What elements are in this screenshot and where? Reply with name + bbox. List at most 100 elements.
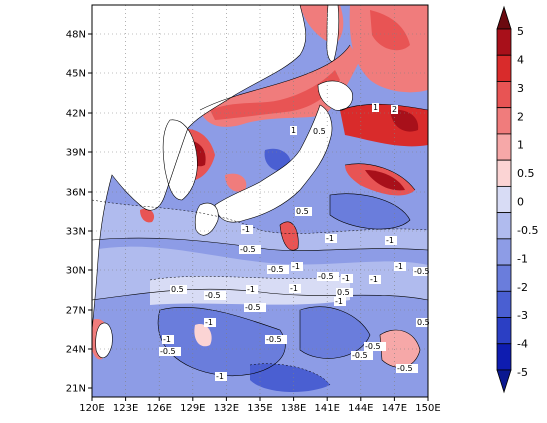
contour-label-bg <box>413 267 435 276</box>
contour-label: 0.5 <box>171 285 184 294</box>
contour-label-bg <box>159 347 181 356</box>
contour-label-bg <box>215 372 227 381</box>
contour-label: 0.5 <box>337 288 350 297</box>
contour-label: 0.5 <box>296 207 309 216</box>
contour-label-group: -1-0.5-1 -1-0.5 -10.5-0.5-1 -1-0.5 -1 -1-1-0.… <box>159 103 435 381</box>
contour-label-bg <box>239 245 261 254</box>
contour-label: -1 <box>242 225 250 234</box>
lat-tick-label: 24N <box>66 345 86 356</box>
contour-label-bg <box>336 288 353 297</box>
contour-label-bg <box>369 275 381 284</box>
contour-label: -1 <box>216 372 224 381</box>
contour-label: -0.5 <box>352 351 368 360</box>
contour-label-bg <box>267 265 289 274</box>
lat-tick-label: 39N <box>66 148 86 159</box>
colorbar-swatch <box>496 54 512 82</box>
contour-label: -0.5 <box>268 265 284 274</box>
contour-label: -0.5 <box>245 303 261 312</box>
colorbar-top-arrow <box>496 5 512 30</box>
colorbar-swatch <box>496 212 512 240</box>
lat-tick-label: 33N <box>66 227 86 238</box>
contour-label: -1 <box>342 274 350 283</box>
longitude-axis: 120E 123E 126E 129E 132E 135E 138E 141E 144E 147E… <box>79 397 441 414</box>
lat-tick-label: 21N <box>66 384 86 395</box>
contour-label: -1 <box>386 236 394 245</box>
contour-label: 0.5 <box>313 127 326 136</box>
colorbar-swatch <box>496 264 512 292</box>
lon-tick-label: 120E <box>79 403 104 414</box>
contour-label: -1 <box>290 284 298 293</box>
contour-label: -1 <box>335 297 343 306</box>
colorbar-swatch <box>496 343 512 371</box>
lon-tick-label: 123E <box>113 403 138 414</box>
colorbar-swatch <box>496 238 512 266</box>
colorbar-label: 4 <box>517 53 524 66</box>
lon-tick-label: 135E <box>247 403 272 414</box>
contour-label-bg <box>385 236 397 245</box>
contour-label: -0.5 <box>205 291 221 300</box>
colorbar-label: -4 <box>517 338 528 351</box>
contour-label-bg <box>396 364 418 373</box>
colorbar-swatch <box>496 159 512 187</box>
colorbar-swatch <box>496 185 512 214</box>
contour-label-bg <box>289 284 301 293</box>
lon-tick-label: 132E <box>214 403 239 414</box>
contour-label-bg <box>162 335 174 344</box>
colorbar-bottom-arrow <box>496 369 512 394</box>
contour-label-bg <box>391 105 398 114</box>
latitude-axis: 21N 24N 27N 30N 33N 36N 39N 42N 45N 48N <box>66 30 92 395</box>
lat-tick-label: 42N <box>66 109 86 120</box>
contour-label: -1 <box>292 262 300 271</box>
colorbar-label: -0.5 <box>517 224 538 237</box>
contour-label-bg <box>312 127 329 136</box>
contour-label-bg <box>295 207 312 216</box>
colorbar-label: -5 <box>517 366 528 379</box>
contour-label-bg <box>246 285 258 294</box>
contour-label-bg <box>372 103 379 112</box>
colorbar-label: 0 <box>517 196 524 209</box>
colorbar-swatch <box>496 28 512 56</box>
map-plot-area <box>92 5 428 397</box>
contour-label-bg <box>416 318 433 327</box>
colorbar-swatch <box>496 290 512 318</box>
lat-tick-label: 45N <box>66 69 86 80</box>
colorbar-label: -2 <box>517 281 528 294</box>
lat-tick-label: 27N <box>66 306 86 317</box>
contour-label: 1 <box>373 103 378 112</box>
contour-label: -1 <box>205 318 213 327</box>
lat-tick-label: 30N <box>66 266 86 277</box>
contour-label: -0.5 <box>414 267 430 276</box>
contour-label: -1 <box>163 335 171 344</box>
contour-label-bg <box>341 274 353 283</box>
contour-label-bg <box>351 351 373 360</box>
contour-label-bg <box>334 297 346 306</box>
contour-label: -1 <box>395 262 403 271</box>
contour-label-bg <box>317 272 339 281</box>
contour-label-bg <box>204 291 226 300</box>
contour-label-bg <box>170 285 187 294</box>
colorbar: 5 4 3 2 1 0.5 0 -0.5 -1 -2 -3 -4 -5 <box>496 5 538 394</box>
lon-tick-label: 147E <box>382 403 407 414</box>
lon-tick-label: 129E <box>180 403 205 414</box>
contour-label: -0.5 <box>240 245 256 254</box>
contour-label-bg <box>265 335 287 344</box>
lon-tick-label: 126E <box>146 403 171 414</box>
colorbar-label: -3 <box>517 309 528 322</box>
colorbar-swatch <box>496 81 512 109</box>
contour-label-bg <box>244 303 266 312</box>
contour-label: -0.5 <box>397 364 413 373</box>
contour-label-bg <box>364 342 386 351</box>
contour-label: -0.5 <box>318 272 334 281</box>
contour-label: -1 <box>247 285 255 294</box>
contour-label: 2 <box>392 105 397 114</box>
lon-tick-label: 138E <box>281 403 306 414</box>
contour-label-bg <box>290 126 297 135</box>
contour-label: -0.5 <box>365 342 381 351</box>
contour-label: -0.5 <box>160 347 176 356</box>
contour-label: -1 <box>326 234 334 243</box>
contour-label-bg <box>325 234 337 243</box>
lon-tick-label: 141E <box>314 403 339 414</box>
contour-label-bg <box>241 225 253 234</box>
colorbar-swatch <box>496 107 512 135</box>
